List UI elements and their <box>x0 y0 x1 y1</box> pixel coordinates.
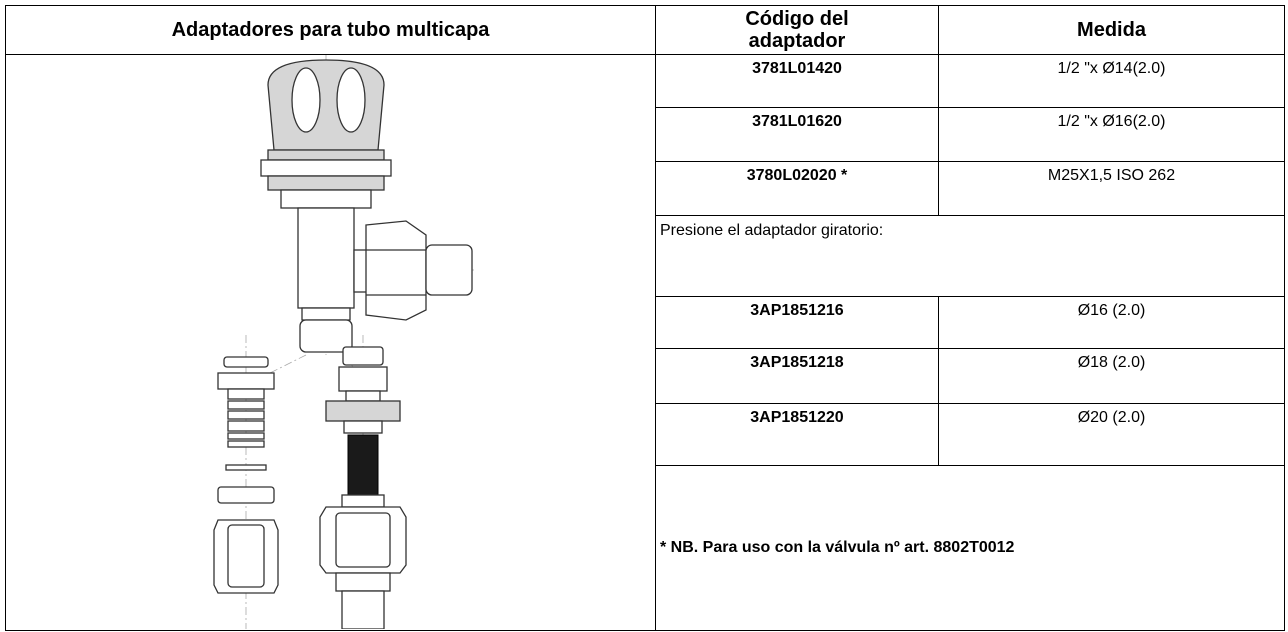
subheading-row: Presione el adaptador giratorio: <box>6 215 1285 297</box>
fitting-drawing <box>213 55 476 629</box>
measure-cell: Ø16 (2.0) <box>938 296 1285 349</box>
measure-cell: Ø18 (2.0) <box>938 348 1285 404</box>
row: 3AP1851216 Ø16 (2.0) <box>6 296 1285 349</box>
row: 3781L01620 1/2 "x Ø16(2.0) <box>6 107 1285 162</box>
header-cell: Código del adaptador <box>655 5 939 55</box>
code-cell: 3AP1851216 <box>655 296 939 349</box>
code-cell: 3780L02020 * <box>655 161 939 216</box>
measure-cell: 1/2 "x Ø16(2.0) <box>938 107 1285 162</box>
measure-cell: Ø20 (2.0) <box>938 403 1285 466</box>
measure-cell: M25X1,5 ISO 262 <box>938 161 1285 216</box>
measure-cell: 1/2 "x Ø14(2.0) <box>938 54 1285 108</box>
header-row: Adaptadores para tubo multicapa Código d… <box>5 5 1285 55</box>
code-cell: 3AP1851218 <box>655 348 939 404</box>
code-cell: 3781L01620 <box>655 107 939 162</box>
row: 3AP1851218 Ø18 (2.0) <box>6 348 1285 404</box>
product-table: Adaptadores para tubo multicapa Código d… <box>5 5 1285 631</box>
subheading: Presione el adaptador giratorio: <box>655 215 1285 297</box>
header-cell: Adaptadores para tubo multicapa <box>5 5 656 55</box>
image-cell <box>5 54 656 631</box>
note-row: * NB. Para uso con la válvula nº art. 88… <box>6 465 1285 631</box>
row: 3781L01420 1/2 "x Ø14(2.0) <box>5 54 1285 631</box>
note: * NB. Para uso con la válvula nº art. 88… <box>655 465 1285 631</box>
code-cell: 3AP1851220 <box>655 403 939 466</box>
header-cell: Medida <box>938 5 1285 55</box>
row: 3780L02020 * M25X1,5 ISO 262 <box>6 161 1285 216</box>
code-cell: 3781L01420 <box>655 54 939 108</box>
